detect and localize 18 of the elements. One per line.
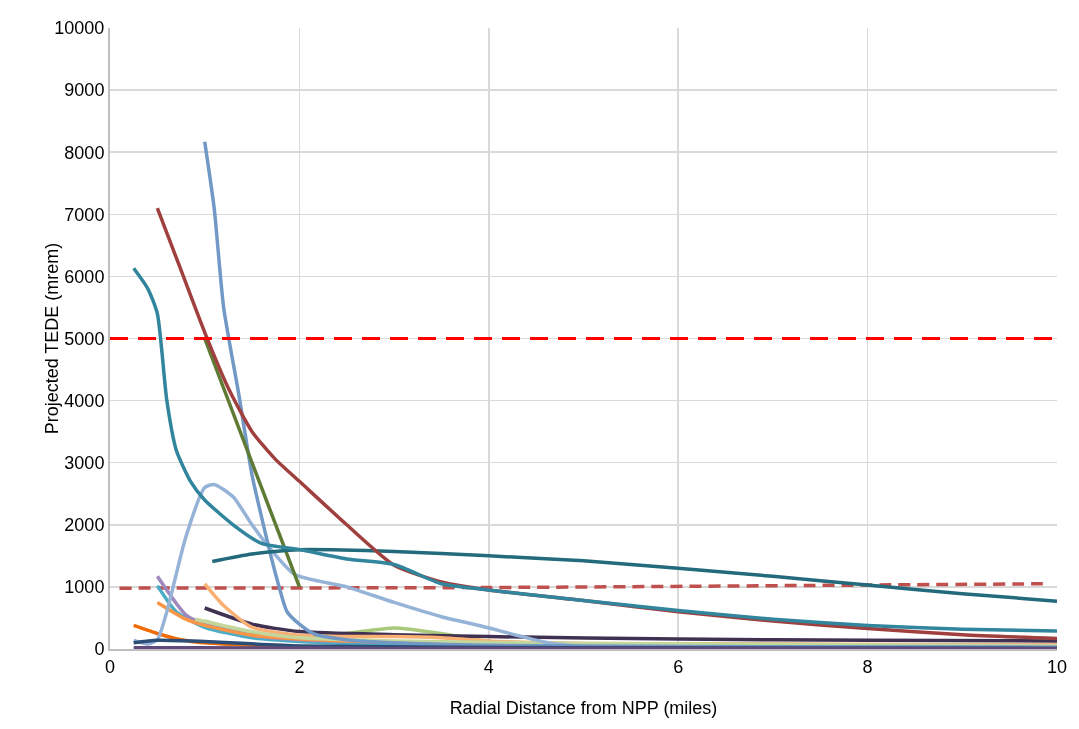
- x-tick-label: 2: [294, 656, 305, 677]
- y-tick-label: 1000: [64, 577, 105, 598]
- y-tick-label: 4000: [64, 390, 105, 411]
- y-axis-title: Projected TEDE (mrem): [42, 242, 63, 435]
- y-tick-label: 9000: [64, 80, 105, 101]
- y-tick-label: 2000: [64, 515, 105, 536]
- y-tick-label: 8000: [64, 142, 105, 163]
- x-tick-label: 4: [483, 656, 494, 677]
- y-tick-label: 5000: [64, 328, 105, 349]
- x-axis-title: Radial Distance from NPP (miles): [449, 698, 718, 718]
- x-tick-label: 10: [1046, 656, 1068, 677]
- x-tick-label: 6: [673, 656, 684, 677]
- y-tick-label: 7000: [64, 204, 105, 225]
- y-tick-label: 6000: [64, 266, 105, 287]
- x-tick-label: 8: [862, 656, 873, 677]
- y-tick-label: 3000: [64, 453, 105, 473]
- y-tick-label: 0: [94, 639, 105, 660]
- y-tick-label: 10000: [54, 18, 105, 39]
